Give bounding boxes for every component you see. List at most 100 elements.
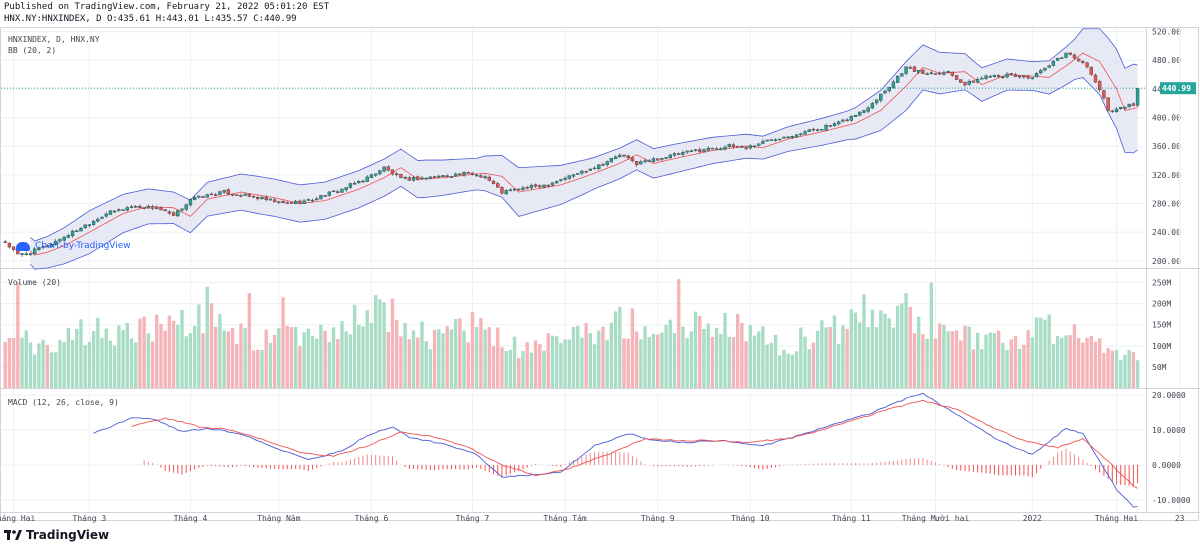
candle — [11, 246, 16, 250]
volume-bar — [1034, 317, 1039, 388]
volume-bar — [466, 342, 470, 388]
volume-bar — [129, 338, 134, 388]
volume-bar — [150, 341, 155, 388]
volume-bar — [453, 318, 458, 388]
volume-bar — [866, 327, 870, 388]
candle — [1131, 103, 1136, 106]
volume-bar — [218, 314, 222, 388]
candle — [129, 206, 134, 208]
candle — [849, 116, 854, 121]
volume-bar — [887, 318, 891, 388]
volume-bar — [369, 322, 374, 388]
candle — [883, 90, 887, 94]
macd-pane-title[interactable]: MACD (12, 26, close, 9) — [8, 398, 119, 407]
bb-indicator-label[interactable]: BB (20, 2) — [8, 46, 57, 55]
volume-bar — [197, 304, 201, 388]
candle — [1034, 73, 1039, 78]
volume-bar — [272, 334, 277, 388]
candle — [395, 173, 399, 176]
volume-bar — [778, 355, 782, 388]
volume-bar — [411, 330, 416, 388]
candle — [428, 176, 433, 179]
volume-bar — [470, 311, 475, 388]
candle — [1102, 90, 1106, 99]
candle — [1009, 73, 1013, 76]
candle — [449, 176, 454, 178]
candle — [710, 147, 715, 150]
candle — [1005, 73, 1009, 78]
volume-bar — [445, 326, 449, 388]
candle — [462, 172, 466, 176]
candle — [538, 185, 542, 188]
candle — [344, 187, 348, 191]
volume-pane-title[interactable]: Volume (20) — [8, 278, 61, 287]
candle — [554, 180, 559, 184]
volume-bar — [83, 345, 87, 388]
candle — [243, 193, 247, 196]
candle — [807, 129, 811, 132]
candle — [714, 148, 719, 150]
volume-bar — [592, 344, 597, 388]
candle — [908, 67, 912, 69]
volume-bar — [462, 330, 466, 388]
cloud-icon — [16, 241, 30, 251]
candle — [748, 145, 752, 149]
volume-bar — [336, 339, 340, 388]
candle — [504, 190, 508, 195]
candle — [630, 157, 635, 162]
volume-bar — [601, 326, 605, 388]
macd-tick-label: 10.0000 — [1152, 426, 1186, 435]
volume-bar — [1013, 335, 1018, 388]
candle — [757, 143, 761, 146]
time-tick-label: 23 — [1175, 514, 1185, 523]
tradingview-logo-icon — [4, 530, 22, 540]
candle — [369, 174, 374, 178]
volume-bar — [1039, 317, 1043, 388]
candle — [609, 158, 614, 163]
price-tick-label: 400.00 — [1152, 114, 1181, 123]
volume-bar — [201, 333, 205, 388]
volume-bar — [765, 344, 769, 388]
volume-bar — [807, 349, 811, 388]
candle — [1076, 58, 1081, 62]
candle — [117, 209, 121, 211]
candle — [1093, 74, 1098, 83]
volume-bar — [550, 335, 555, 388]
time-tick-label: 2022 — [1023, 514, 1042, 523]
volume-bar — [302, 332, 306, 388]
volume-bar — [799, 327, 803, 388]
candle — [529, 185, 534, 189]
signal-line — [131, 399, 1138, 489]
candle — [268, 198, 273, 201]
candle — [79, 228, 83, 232]
volume-bar — [352, 304, 357, 388]
candle — [946, 71, 950, 73]
volume-bar — [91, 331, 96, 388]
candle — [134, 205, 138, 208]
candle — [685, 150, 689, 153]
volume-bar — [260, 349, 264, 388]
volume-bar — [100, 337, 104, 388]
candle — [256, 196, 260, 200]
volume-bar — [214, 326, 218, 388]
volume-bar — [845, 328, 849, 388]
volume-bar — [32, 354, 37, 388]
volume-bar — [588, 333, 593, 388]
volume-bar — [285, 325, 289, 388]
candle — [108, 210, 113, 215]
volume-bar — [664, 325, 668, 388]
candle — [811, 128, 816, 131]
volume-bar — [230, 327, 235, 388]
volume-bar — [1127, 350, 1131, 388]
volume-bar — [900, 303, 904, 388]
volume-bar — [782, 349, 786, 388]
volume-bar — [79, 319, 83, 388]
price-tick-label: 200.00 — [1152, 257, 1181, 266]
volume-bar — [727, 336, 731, 388]
volume-bar — [281, 297, 285, 388]
last-price-badge — [1160, 82, 1196, 95]
candle — [605, 161, 609, 166]
volume-bar — [41, 339, 45, 388]
volume-bar — [841, 325, 845, 388]
